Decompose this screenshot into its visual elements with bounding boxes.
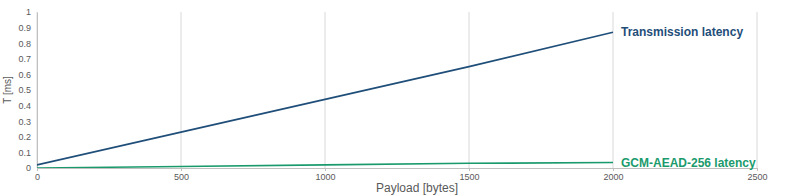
tick-label: 0.5 xyxy=(18,85,31,95)
tick: 1500 xyxy=(459,168,479,182)
tick-label: 0.3 xyxy=(18,117,31,127)
series-label: GCM-AEAD-256 latency xyxy=(621,156,756,170)
y-axis: 0 0.1 0.2 0.3 0.4 0.5 0.6 0.7 0.8 0.9 1 xyxy=(18,7,37,173)
tick-mark xyxy=(757,168,758,171)
tick: 0.2 xyxy=(18,132,37,142)
grid-line xyxy=(325,12,326,168)
grid-line xyxy=(469,12,470,168)
chart: 0500100015002000250000.10.20.30.40.50.60… xyxy=(0,0,800,195)
series-line xyxy=(37,32,613,165)
tick-label: 500 xyxy=(174,172,189,182)
grid xyxy=(37,12,757,168)
tick: 1 xyxy=(26,7,37,17)
series-labels: Transmission latency GCM-AEAD-256 latency xyxy=(621,25,756,169)
axis-line xyxy=(37,13,38,169)
tick: 0.6 xyxy=(18,70,37,80)
tick-mark xyxy=(325,168,326,171)
tick: 0 xyxy=(35,168,40,182)
grid-line xyxy=(613,12,614,168)
tick: 0.4 xyxy=(18,101,37,111)
tick-label: 0.9 xyxy=(18,23,31,33)
tick: 0.9 xyxy=(18,23,37,33)
lines xyxy=(37,32,613,168)
tick-label: 0.6 xyxy=(18,70,31,80)
tick-label: 1000 xyxy=(315,172,335,182)
tick-label: 2000 xyxy=(603,172,623,182)
tick-label: 2500 xyxy=(747,172,767,182)
y-axis-title: T [ms] xyxy=(2,76,13,104)
tick: 0.7 xyxy=(18,54,37,64)
tick-mark xyxy=(181,168,182,171)
tick: 0.3 xyxy=(18,117,37,127)
tick: 0 xyxy=(26,163,37,173)
tick: 2000 xyxy=(603,168,623,182)
tick-mark xyxy=(613,168,614,171)
tick: 0.1 xyxy=(18,148,37,158)
tick: 0.5 xyxy=(18,85,37,95)
grid-line xyxy=(181,12,182,168)
tick-label: 0.7 xyxy=(18,54,31,64)
tick-label: 0.8 xyxy=(18,39,31,49)
tick: 2500 xyxy=(747,168,767,182)
series-line xyxy=(37,163,613,168)
tick: 0.8 xyxy=(18,39,37,49)
tick-label: 1 xyxy=(26,7,31,17)
plot: 0500100015002000250000.10.20.30.40.50.60… xyxy=(18,7,767,182)
tick-label: 0.4 xyxy=(18,101,31,111)
grid-line xyxy=(757,12,758,168)
tick-mark xyxy=(469,168,470,171)
grid-line xyxy=(37,12,38,168)
tick: 500 xyxy=(174,168,189,182)
tick-label: 0 xyxy=(35,172,40,182)
tick-label: 0 xyxy=(26,163,31,173)
tick: 1000 xyxy=(315,168,335,182)
tick-label: 0.1 xyxy=(18,148,31,158)
series-label: Transmission latency xyxy=(621,25,743,39)
x-axis-title: Payload [bytes] xyxy=(376,181,458,195)
tick-label: 0.2 xyxy=(18,132,31,142)
tick-label: 1500 xyxy=(459,172,479,182)
